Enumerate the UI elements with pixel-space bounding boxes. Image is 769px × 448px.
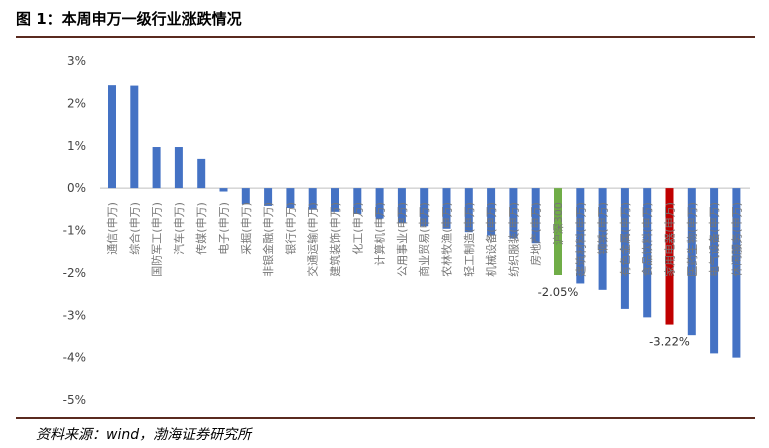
category-label: 化工(申万) — [350, 202, 364, 255]
y-tick-label: 0% — [67, 181, 86, 195]
y-tick-label: 1% — [67, 139, 86, 153]
bar — [197, 158, 206, 189]
bar — [554, 188, 562, 275]
title-divider — [16, 36, 755, 38]
category-label: 通信(申万) — [106, 202, 119, 255]
category-label: 综合(申万) — [127, 202, 141, 255]
bar — [420, 188, 429, 227]
bar — [643, 188, 652, 318]
bar — [219, 188, 228, 192]
bar — [353, 188, 362, 214]
bar — [710, 188, 719, 354]
bar — [531, 188, 540, 244]
category-label: 机械设备(申万) — [484, 202, 498, 277]
y-tick-label: -4% — [63, 351, 86, 365]
source-note: 资料来源：wind，渤海证券研究所 — [36, 427, 252, 443]
figure-title: 图 1：本周申万一级行业涨跌情况 — [16, 10, 242, 28]
category-label: 食品饮料(申万) — [640, 202, 654, 277]
y-tick-label: -2% — [63, 266, 86, 280]
category-label: 电气设备(申万) — [707, 202, 721, 277]
bar — [241, 188, 250, 205]
category-label: 有色金属(申万) — [618, 202, 632, 277]
category-label: 建筑材料(申万) — [573, 202, 587, 277]
y-tick-label: 2% — [67, 96, 86, 110]
category-label: 家用电器(申万) — [663, 202, 677, 277]
bar — [487, 188, 496, 236]
bar — [620, 188, 629, 309]
data-label: -2.05% — [538, 285, 579, 299]
category-label: 交通运输(申万) — [306, 202, 320, 277]
bar — [331, 188, 339, 212]
bar — [174, 147, 183, 189]
y-tick-label: -5% — [63, 393, 86, 407]
category-label: 建筑装饰(申万) — [328, 202, 342, 277]
category-label: 公用事业(申万) — [396, 202, 409, 277]
category-label: 非银金融(申万) — [261, 202, 275, 277]
category-label: 钢铁(申万) — [597, 202, 610, 255]
y-tick-label: -1% — [63, 224, 86, 238]
category-label: 汽车(申万) — [172, 202, 186, 255]
bar — [665, 188, 674, 325]
category-label: 采掘(申万) — [239, 202, 253, 255]
y-tick-label: -3% — [63, 308, 86, 322]
category-label: 医药生物(申万) — [685, 202, 699, 277]
category-label: 国防军工(申万) — [150, 202, 164, 277]
bar — [130, 85, 139, 189]
data-label: -3.22% — [649, 335, 690, 349]
bar — [375, 188, 384, 219]
source-divider — [16, 417, 755, 419]
bar — [732, 188, 741, 358]
y-tick-label: 3% — [67, 54, 86, 68]
category-label: 纺织服装(申万) — [506, 202, 520, 277]
bar — [598, 188, 607, 290]
bar — [509, 188, 518, 239]
bar — [397, 188, 406, 223]
category-label: 传媒(申万) — [195, 202, 208, 255]
category-label: 沪深300 — [551, 202, 565, 245]
category-label: 轻工制造(申万) — [462, 202, 476, 277]
bar — [576, 188, 585, 284]
bar — [464, 188, 473, 233]
bar — [264, 188, 273, 206]
bar — [442, 188, 451, 229]
bar — [108, 85, 116, 189]
category-label: 休闲服务(申万) — [729, 202, 743, 277]
category-label: 商业贸易(申万) — [417, 202, 431, 277]
category-label: 农林牧渔(申万) — [440, 202, 454, 277]
category-label: 房地产(申万) — [529, 202, 543, 266]
category-label: 计算机(申万) — [373, 202, 387, 266]
bar — [286, 188, 295, 209]
category-label: 电子(申万) — [218, 202, 231, 255]
bar — [308, 188, 317, 210]
category-label: 银行(申万) — [283, 202, 297, 255]
bar — [152, 147, 161, 189]
bar — [687, 188, 696, 336]
